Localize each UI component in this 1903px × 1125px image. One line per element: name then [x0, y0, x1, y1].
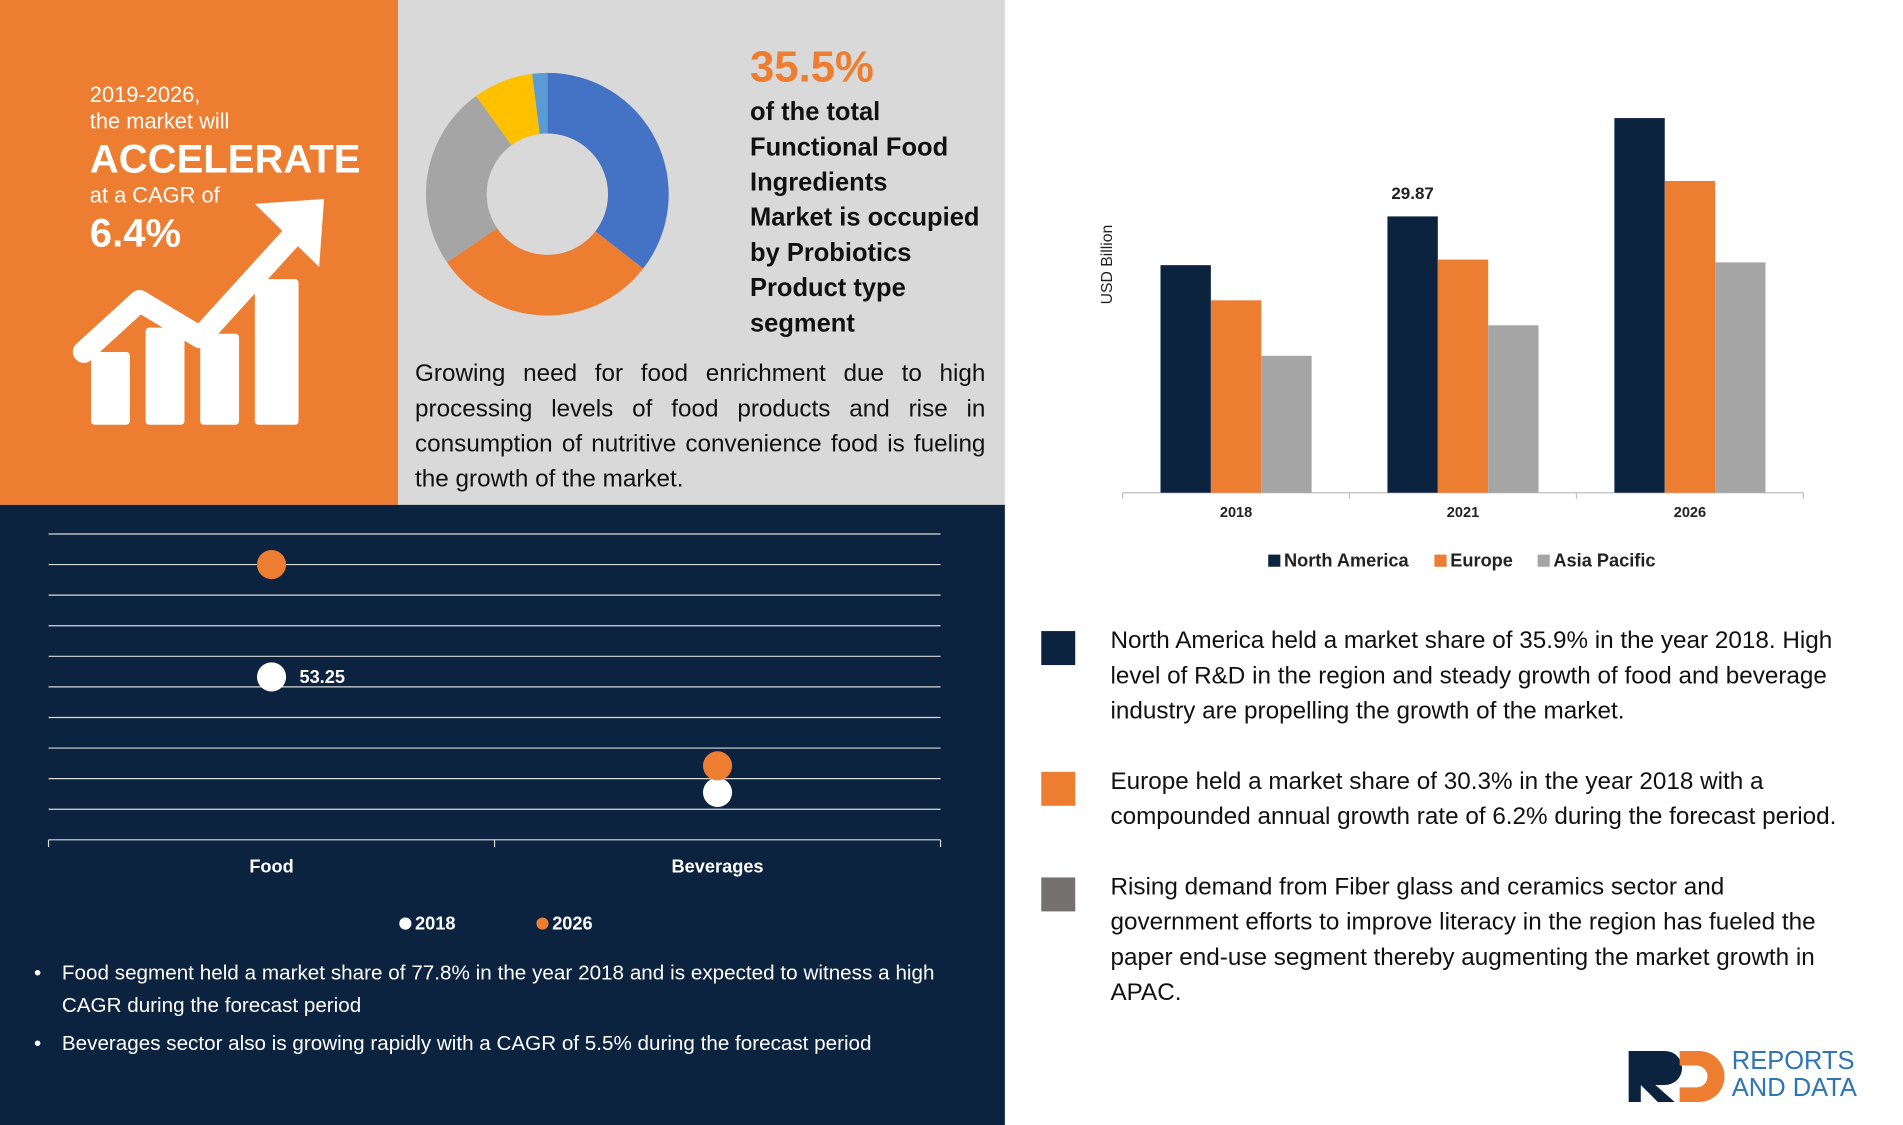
bar — [1261, 355, 1312, 493]
legend-label: Asia Pacific — [1553, 551, 1655, 571]
donut-slice — [476, 73, 540, 146]
caption-line: Market is occupied — [750, 203, 980, 232]
cagr-text: at a CAGR of — [89, 182, 220, 208]
bullet: • Food segment held a market share of 77.… — [34, 956, 934, 1022]
cagr-text: the market will — [89, 108, 230, 134]
caption-line: Product type — [750, 274, 906, 303]
donut-slice — [547, 72, 669, 269]
x-tick-label: Food — [249, 857, 293, 877]
cagr-period: 2019-2026, — [89, 82, 201, 107]
bar — [1437, 259, 1489, 493]
note-text: Rising demand from Fiber glass and ceram… — [1110, 873, 1816, 1007]
note: Europe held a market share of 30.3% in t… — [1041, 765, 1854, 835]
cagr-headline: ACCELERATE — [89, 136, 361, 182]
dot — [256, 662, 287, 692]
notes: North America held a market share of 35.… — [1041, 624, 1854, 1046]
bar — [1715, 262, 1766, 493]
bar — [1614, 118, 1665, 493]
caption-line: Ingredients — [750, 168, 888, 197]
x-tick-label: 2021 — [1447, 505, 1479, 521]
growth-icon — [72, 199, 325, 425]
data-label: 53.25 — [299, 667, 345, 687]
bullet-text: Beverages sector also is growing rapidly… — [61, 1031, 872, 1055]
logo-mark — [1628, 1050, 1725, 1102]
x-tick-label: Beverages — [672, 857, 764, 877]
bar — [1210, 300, 1262, 493]
navy-panel — [0, 504, 1005, 1125]
data-label: 29.87 — [1391, 184, 1434, 203]
caption-line: segment — [750, 309, 855, 338]
note-square — [1041, 771, 1076, 806]
x-tick-label: 2018 — [1220, 505, 1252, 521]
donut-headline: 35.5% — [750, 41, 874, 92]
cagr-block: 2019-2026, the market will ACCELERATE at… — [90, 83, 361, 258]
donut-slice — [532, 72, 548, 134]
dot — [256, 550, 287, 580]
donut-slice — [425, 95, 512, 263]
caption-line: Functional Food — [750, 133, 949, 162]
y-axis-label: USD Billion — [1099, 225, 1116, 305]
bullet-list: • Food segment held a market share of 77.… — [34, 956, 934, 1064]
legend-label: Europe — [1450, 551, 1513, 571]
cagr-value: 6.4% — [89, 210, 182, 256]
note-square — [1041, 877, 1076, 912]
caption-line: by Probiotics — [750, 239, 912, 267]
donut-slice — [446, 228, 644, 316]
note: Rising demand from Fiber glass and ceram… — [1041, 870, 1854, 1011]
legend-swatch — [1268, 554, 1281, 567]
legend-dot — [399, 917, 412, 930]
bullet: • Beverages sector also is growing rapidl… — [34, 1027, 934, 1060]
legend-swatch — [1434, 554, 1447, 567]
bar — [1387, 216, 1438, 493]
donut-caption: of the total Functional Food Ingredients Ma… — [750, 95, 979, 341]
logo-line: AND DATA — [1731, 1074, 1857, 1102]
dot — [702, 777, 733, 807]
logo-text: REPORTS AND DATA — [1731, 1047, 1857, 1102]
bullet-dot: • — [33, 961, 42, 985]
bar — [1664, 180, 1716, 493]
legend-label: 2026 — [552, 914, 592, 934]
note-text: Europe held a market share of 30.3% in t… — [1110, 768, 1837, 831]
growth-text: Growing need for food enrichment due to … — [415, 360, 986, 493]
legend-label: 2018 — [415, 914, 455, 934]
legend-dot — [536, 917, 549, 930]
note-text: North America held a market share of 35.… — [1110, 627, 1833, 725]
bar — [1488, 325, 1539, 493]
bullet-dot: • — [33, 1031, 42, 1055]
bullet-text: Food segment held a market share of 77.8… — [61, 961, 935, 1017]
logo-line: REPORTS — [1731, 1047, 1855, 1076]
note: North America held a market share of 35.… — [1041, 624, 1854, 730]
note-square — [1041, 631, 1076, 666]
dot — [702, 751, 733, 781]
orange-panel — [0, 0, 399, 505]
bar — [1160, 265, 1211, 493]
legend-swatch — [1537, 554, 1550, 567]
legend-label: North America — [1284, 551, 1410, 571]
x-tick-label: 2026 — [1674, 505, 1706, 521]
caption-line: of the total — [750, 98, 881, 127]
